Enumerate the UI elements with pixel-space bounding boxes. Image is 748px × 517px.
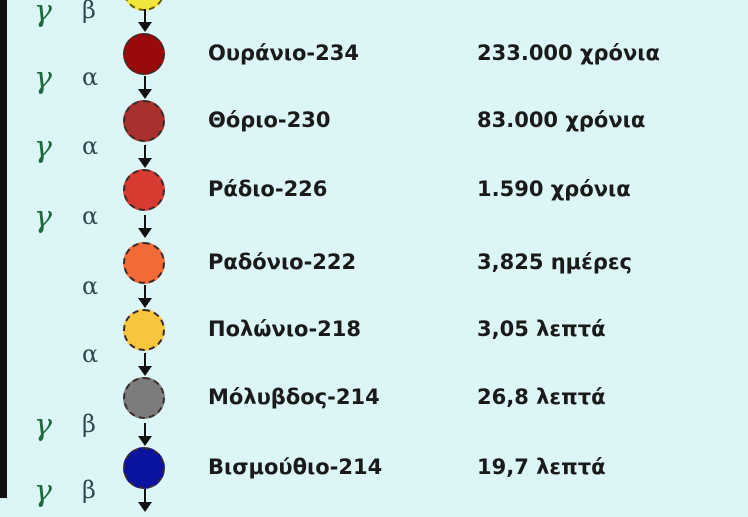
nuclide-circle (123, 100, 165, 142)
left-border (0, 0, 7, 498)
nuclide-circle (123, 33, 165, 75)
half-life: 26,8 λεπτά (477, 385, 606, 409)
nuclide-circle (123, 242, 165, 284)
nuclide-circle (123, 447, 165, 489)
half-life: 19,7 λεπτά (477, 455, 606, 479)
half-life: 233.000 χρόνια (477, 41, 660, 65)
arrow-down-icon (137, 285, 153, 309)
decay-type-label: α (82, 132, 99, 160)
decay-type-label: α (82, 272, 99, 300)
arrow-down-icon (137, 9, 153, 33)
decay-type-label: β (82, 410, 96, 438)
arrow-down-icon (137, 423, 153, 447)
half-life: 83.000 χρόνια (477, 108, 646, 132)
decay-type-label: α (82, 202, 99, 230)
half-life: 1.590 χρόνια (477, 177, 631, 201)
decay-type-label: α (82, 63, 99, 91)
nuclide-circle (123, 377, 165, 419)
half-life: 3,05 λεπτά (477, 317, 606, 341)
decay-type-label: α (82, 340, 99, 368)
arrow-down-icon (137, 76, 153, 100)
arrow-down-icon (137, 489, 153, 513)
gamma-label: γ (34, 200, 52, 235)
nuclide-name: Πολώνιο-218 (208, 317, 362, 341)
gamma-label: γ (34, 474, 52, 509)
arrow-down-icon (137, 145, 153, 169)
decay-type-label: β (82, 0, 96, 24)
gamma-label: γ (34, 61, 52, 96)
nuclide-name: Βισμούθιο-214 (208, 455, 383, 479)
gamma-label: γ (34, 408, 52, 443)
nuclide-circle (123, 309, 165, 351)
half-life: 3,825 ημέρες (477, 250, 632, 274)
gamma-label: γ (34, 130, 52, 165)
nuclide-name: Ράδιο-226 (208, 177, 328, 201)
nuclide-name: Ουράνιο-234 (208, 41, 359, 65)
decay-type-label: β (82, 476, 96, 504)
nuclide-circle (123, 169, 165, 211)
arrow-down-icon (137, 353, 153, 377)
nuclide-name: Μόλυβδος-214 (208, 385, 380, 409)
arrow-down-icon (137, 215, 153, 239)
gamma-label: γ (34, 0, 52, 29)
nuclide-name: Θόριο-230 (208, 108, 331, 132)
nuclide-name: Ραδόνιο-222 (208, 250, 357, 274)
